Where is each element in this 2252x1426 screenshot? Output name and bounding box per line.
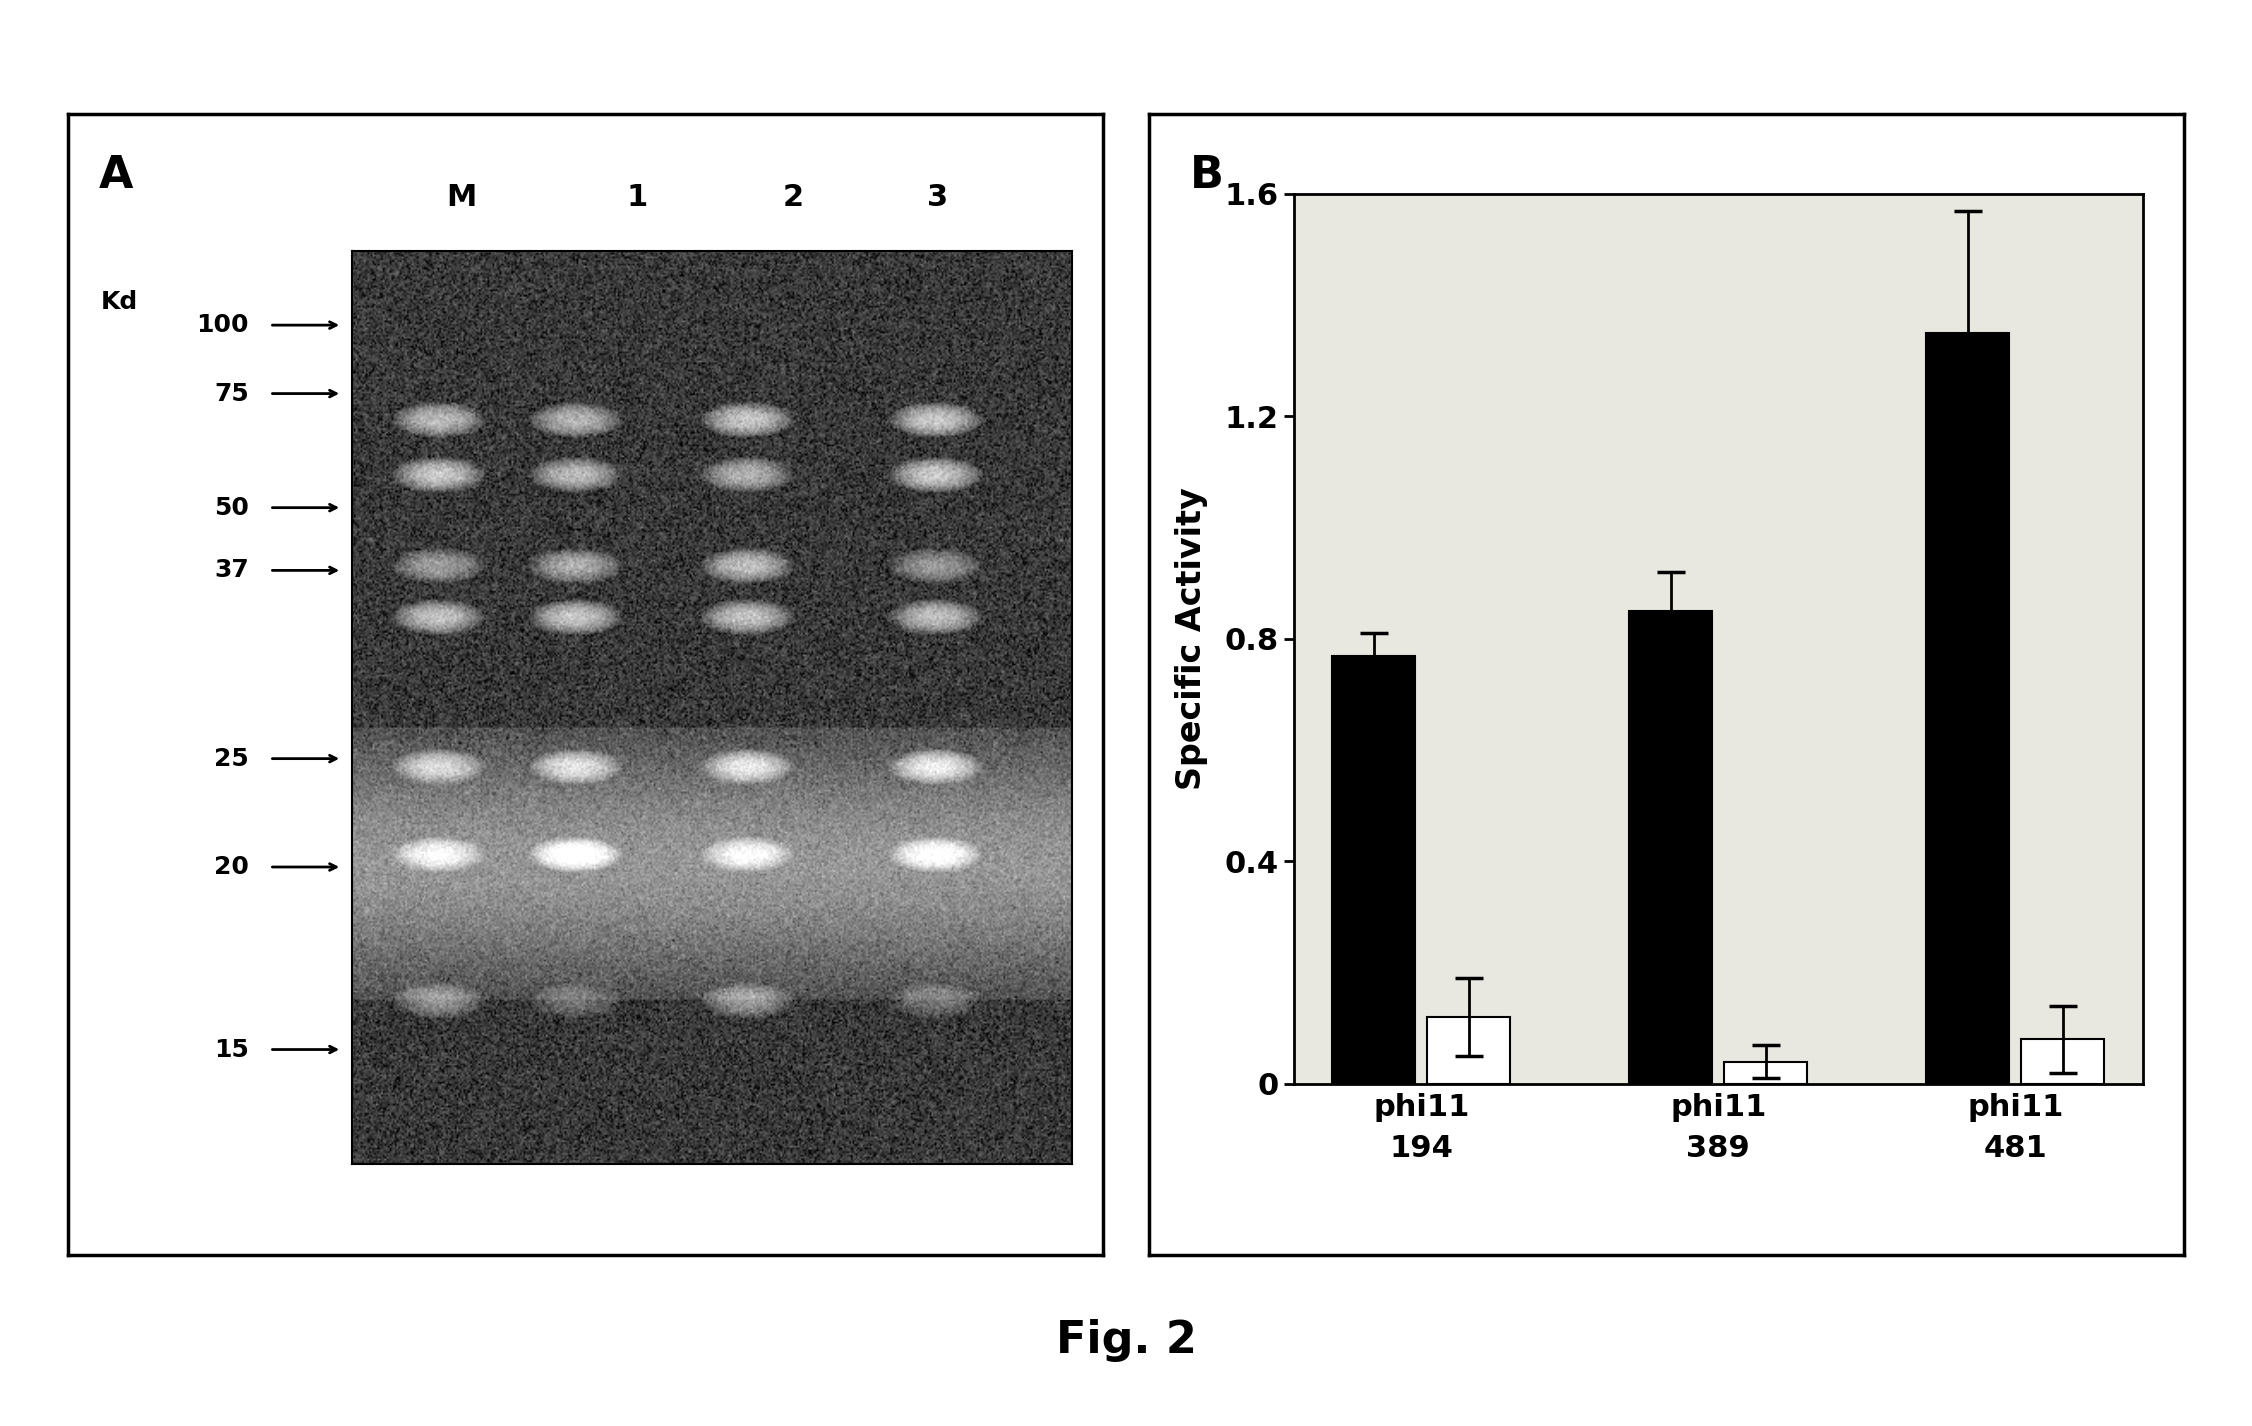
Text: 2: 2 — [781, 183, 804, 211]
Text: 100: 100 — [196, 314, 248, 337]
Text: 1: 1 — [626, 183, 649, 211]
Text: 37: 37 — [214, 559, 248, 582]
Text: B: B — [1189, 154, 1223, 197]
Bar — [1725, 1061, 1808, 1084]
Text: M: M — [446, 183, 477, 211]
Text: 3: 3 — [928, 183, 948, 211]
Bar — [1428, 1017, 1511, 1084]
Text: Fig. 2: Fig. 2 — [1056, 1319, 1196, 1362]
Text: 75: 75 — [214, 382, 248, 405]
Text: 50: 50 — [214, 496, 248, 519]
Bar — [1925, 332, 2009, 1084]
Text: 20: 20 — [214, 856, 248, 878]
Bar — [2022, 1040, 2103, 1084]
Y-axis label: Specific Activity: Specific Activity — [1176, 488, 1207, 790]
Text: 15: 15 — [214, 1038, 248, 1061]
Text: A: A — [99, 154, 133, 197]
Bar — [1333, 656, 1414, 1084]
Bar — [1628, 610, 1712, 1084]
Text: Kd: Kd — [101, 291, 137, 314]
Text: 25: 25 — [214, 747, 248, 770]
